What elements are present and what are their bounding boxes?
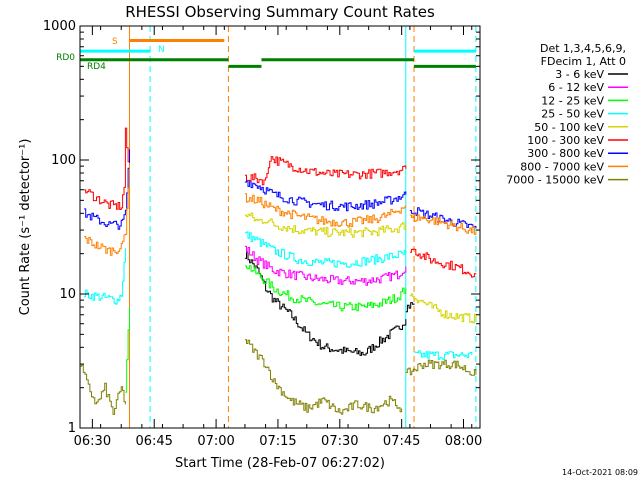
- series-line-6-seg-2: [409, 207, 477, 229]
- series-line-0-seg-1: [405, 302, 415, 313]
- series-line-7-seg-2: [409, 213, 477, 235]
- flag-label-rd0: RD0: [56, 53, 75, 63]
- series-line-8-seg-0: [80, 364, 126, 415]
- series-line-3-seg-2: [414, 350, 473, 361]
- y-tick-label-3: 1000: [43, 19, 76, 34]
- legend-entry-label-5: 100 - 300 keV: [527, 134, 604, 147]
- series-line-6-seg-1: [244, 180, 407, 212]
- x-tick-label-1: 06:45: [135, 434, 172, 449]
- legend-entry-label-1: 6 - 12 keV: [548, 81, 604, 94]
- series-line-8-seg-2: [405, 359, 477, 376]
- series-line-6-seg-0: [84, 149, 130, 230]
- series-line-8-seg-1: [244, 339, 403, 415]
- flag-bars: S N RD0 RD4: [56, 37, 476, 72]
- legend-entry-label-4: 50 - 100 keV: [534, 121, 604, 134]
- y-axis-label: Count Rate (s⁻¹ detector⁻¹): [18, 139, 33, 316]
- series-line-4-seg-0: [244, 212, 407, 238]
- x-tick-label-2: 07:00: [197, 434, 234, 449]
- legend-entry-label-3: 25 - 50 keV: [541, 108, 604, 121]
- y-tick-label-1: 10: [59, 287, 76, 302]
- legend-entry-label-0: 3 - 6 keV: [555, 68, 604, 81]
- legend-entry-label-2: 12 - 25 keV: [541, 94, 604, 107]
- flag-label-n: N: [158, 45, 165, 55]
- timestamp: 14-Oct-2021 08:09: [562, 468, 638, 477]
- x-tick-label-5: 07:45: [383, 434, 420, 449]
- legend-header-line-1: Det 1,3,4,5,6,9,: [540, 42, 626, 55]
- flag-label-rd4: RD4: [87, 62, 106, 72]
- y-tick-label-0: 1: [68, 421, 76, 436]
- flag-label-s: S: [112, 37, 118, 47]
- series-line-3-seg-1: [244, 231, 407, 268]
- series-line-3-seg-0: [84, 248, 126, 305]
- series-lines: [80, 127, 477, 415]
- x-tick-label-6: 08:00: [445, 434, 482, 449]
- x-tick-label-3: 07:15: [259, 434, 296, 449]
- series-line-5-seg-0: [84, 127, 130, 210]
- x-tick-label-0: 06:30: [74, 434, 111, 449]
- series-line-2-seg-1: [244, 265, 407, 312]
- legend-header-line-2: FDecim 1, Att 0: [541, 55, 626, 68]
- series-line-7-seg-0: [84, 163, 130, 256]
- x-tick-label-4: 07:30: [321, 434, 358, 449]
- plot-frame: [79, 25, 481, 429]
- series-line-1-seg-0: [244, 245, 407, 286]
- series-line-7-seg-1: [244, 193, 407, 228]
- legend-entry-label-8: 7000 - 15000 keV: [506, 174, 604, 187]
- legend-entry-label-7: 800 - 7000 keV: [520, 160, 604, 173]
- series-line-2-seg-0: [125, 307, 130, 393]
- legend: Det 1,3,4,5,6,9, FDecim 1, Att 0 3 - 6 k…: [506, 42, 628, 187]
- x-axis-label: Start Time (28-Feb-07 06:27:02): [175, 456, 385, 471]
- legend-entry-label-6: 300 - 800 keV: [527, 147, 604, 160]
- axes: 06:30 06:45 07:00 07:15 07:30 07:45 08:00 1 10 10…: [43, 19, 482, 449]
- series-line-4-seg-1: [409, 293, 477, 324]
- series-line-5-seg-1: [244, 156, 407, 186]
- chart-title: RHESSI Observing Summary Count Rates: [125, 3, 435, 21]
- series-line-5-seg-2: [409, 248, 477, 278]
- y-tick-label-2: 100: [51, 153, 76, 168]
- series-line-0-seg-0: [244, 251, 407, 356]
